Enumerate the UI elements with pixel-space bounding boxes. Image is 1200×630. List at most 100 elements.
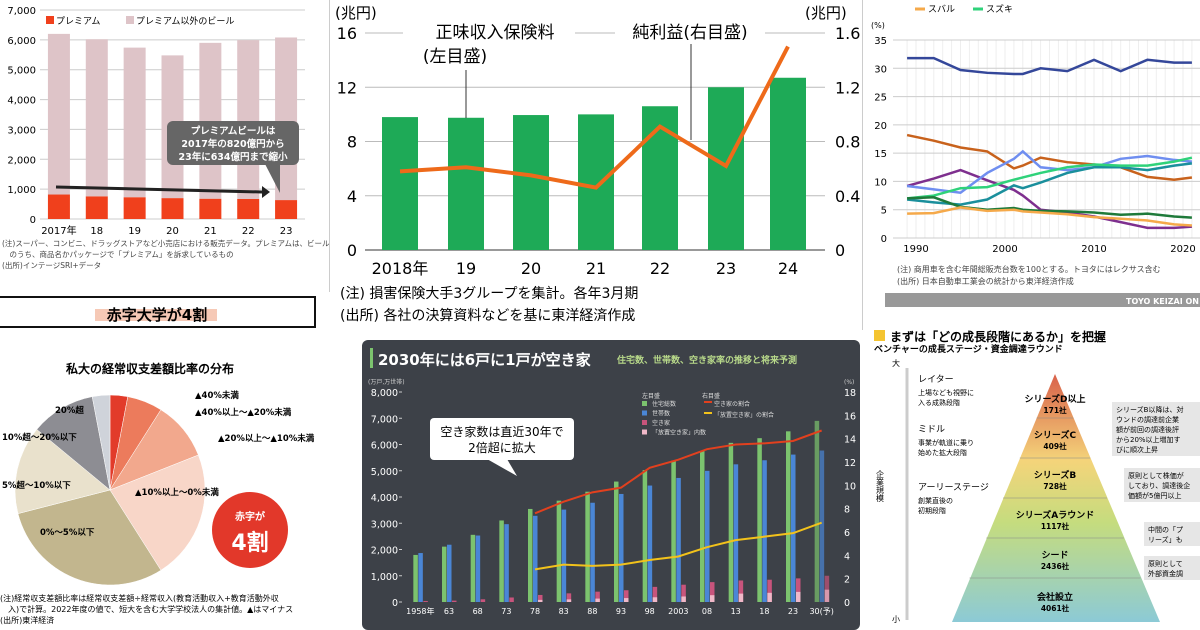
x-tick-label: 88 [587, 607, 597, 616]
x-tick-label: 2010 [1081, 244, 1106, 255]
legend-label: 空き家の割合 [714, 400, 750, 408]
callout-text: 23年に634億円まで縮小 [178, 151, 288, 163]
x-tick-label: 2020 [1170, 244, 1195, 255]
side-note-box [1144, 522, 1200, 546]
side-note-text: 中間の「プ [1148, 525, 1183, 534]
bar-other [237, 40, 260, 199]
diagram-subtitle: ベンチャーの成長ステージ・資金調達ラウンド [874, 343, 1063, 355]
bar-2 [710, 582, 715, 602]
y-right-tick: 6 [844, 528, 850, 539]
bar-0 [757, 438, 762, 602]
x-tick-label: 78 [530, 607, 540, 616]
note-text: (注) 損害保険大手3グループを集計。各年3月期 [340, 285, 638, 302]
venture-panel: まずは「どの成長段階にあるか」を把握 ベンチャーの成長ステージ・資金調達ラウンド大… [872, 330, 1200, 630]
bar-3 [767, 592, 772, 602]
y-tick-label: 5 [881, 206, 887, 217]
badge-value: 4割 [231, 530, 268, 556]
bar-premium [161, 198, 184, 219]
legend-label: 空き家 [652, 419, 670, 427]
bar-1 [647, 485, 653, 602]
legend-label: スバル [928, 4, 955, 15]
legend-label: スズキ [986, 3, 1013, 15]
legend-swatch [704, 401, 712, 403]
y-tick-label: 20 [874, 121, 887, 132]
legend-swatch [46, 16, 54, 24]
bar-0 [585, 491, 590, 602]
pie-slice [14, 429, 111, 514]
y-left-tick: 7,000 [371, 414, 398, 425]
y-tick-label: 7,000 [7, 6, 36, 17]
x-tick-label: 24 [778, 259, 798, 278]
net-income-line [399, 45, 790, 190]
y-tick-label: 0 [30, 215, 36, 226]
bar-net-premium [770, 77, 806, 250]
x-tick-label: 30(予) [809, 607, 833, 616]
bar-0 [499, 520, 504, 602]
legend-left-title: 左目盛 [642, 392, 660, 400]
legend-label: 世帯数 [652, 410, 670, 418]
y-right-tick: 0 [835, 241, 845, 260]
bar-0 [614, 481, 619, 602]
callout-text: 空き家数は直近30年で [440, 424, 563, 439]
x-tick-label: 20 [521, 259, 541, 278]
x-tick-label: 23 [280, 226, 293, 237]
bar-2 [824, 575, 830, 602]
x-tick-label: 22 [650, 259, 670, 278]
y-tick-label: 30 [874, 64, 887, 75]
bar-2 [738, 580, 744, 602]
y-left-tick: 2,000 [371, 546, 398, 557]
bar-1 [819, 450, 825, 602]
bar-1 [533, 515, 538, 602]
y-left-tick: 12 [337, 78, 357, 97]
y-right-tick: 18 [844, 388, 856, 399]
bar-2 [423, 601, 428, 602]
bar-net-premium [578, 114, 614, 250]
y-right-unit: (兆円) [805, 4, 847, 22]
y-right-tick: 0.8 [835, 133, 860, 152]
bar-1 [504, 524, 509, 602]
bar-2 [509, 597, 514, 602]
callout-text: 2倍超に拡大 [468, 440, 536, 455]
x-tick-label: 83 [559, 607, 569, 616]
slice-label: 0%〜5%以下 [40, 528, 95, 538]
y-tick-label: 0 [881, 234, 887, 245]
arrow-icon [874, 330, 885, 341]
legend-label: 住宅総数 [652, 400, 676, 408]
deficit-badge [212, 492, 288, 568]
annotation-bg [403, 18, 575, 70]
stage-count: 4061社 [1041, 603, 1070, 613]
footer-bar [885, 293, 1200, 307]
bar-1 [561, 509, 567, 602]
slice-label: 5%超〜10%以下 [2, 480, 71, 491]
phase-late-name: レイター [918, 374, 954, 385]
y-left-unit: (兆円) [335, 4, 377, 22]
bar-premium [123, 197, 146, 219]
bar-0 [786, 431, 791, 602]
premium-beer-chart: 0 1,000 2,000 3,000 4,000 5,000 6,000 7,000 2017… [2, 6, 329, 270]
y-tick-label: 3,000 [7, 125, 36, 136]
legend-swatch [642, 429, 647, 435]
bar-2 [595, 591, 600, 602]
legend-right-title: 右目盛 [702, 392, 720, 400]
bar-3 [681, 596, 686, 602]
bar-3 [738, 593, 744, 602]
bar-0 [728, 442, 734, 602]
beer-chart-panel: 0 1,000 2,000 3,000 4,000 5,000 6,000 7,000 2017… [0, 0, 330, 292]
bar-0 [470, 534, 476, 602]
bar-2 [566, 593, 572, 602]
stage-count: 409社 [1043, 441, 1067, 451]
legend-label: 「放置空き家」内数 [652, 429, 706, 437]
y-right-tick: 0 [844, 598, 850, 609]
x-tick-label: 13 [731, 607, 741, 616]
bar-1 [705, 470, 710, 602]
bar-1 [418, 553, 423, 602]
x-tick-label: 98 [645, 607, 655, 616]
y-left-tick: 3,000 [371, 519, 398, 530]
legend-label: 「放置空き家」の割合 [714, 411, 774, 419]
y-unit: (%) [871, 21, 885, 30]
callout-box [430, 418, 574, 460]
stage-name: シリーズAラウンド [1016, 509, 1095, 521]
y-left-tick: 0 [392, 598, 398, 609]
footer-text: TOYO KEIZAI ON [1126, 297, 1199, 306]
y-right-tick: 4 [844, 551, 850, 562]
